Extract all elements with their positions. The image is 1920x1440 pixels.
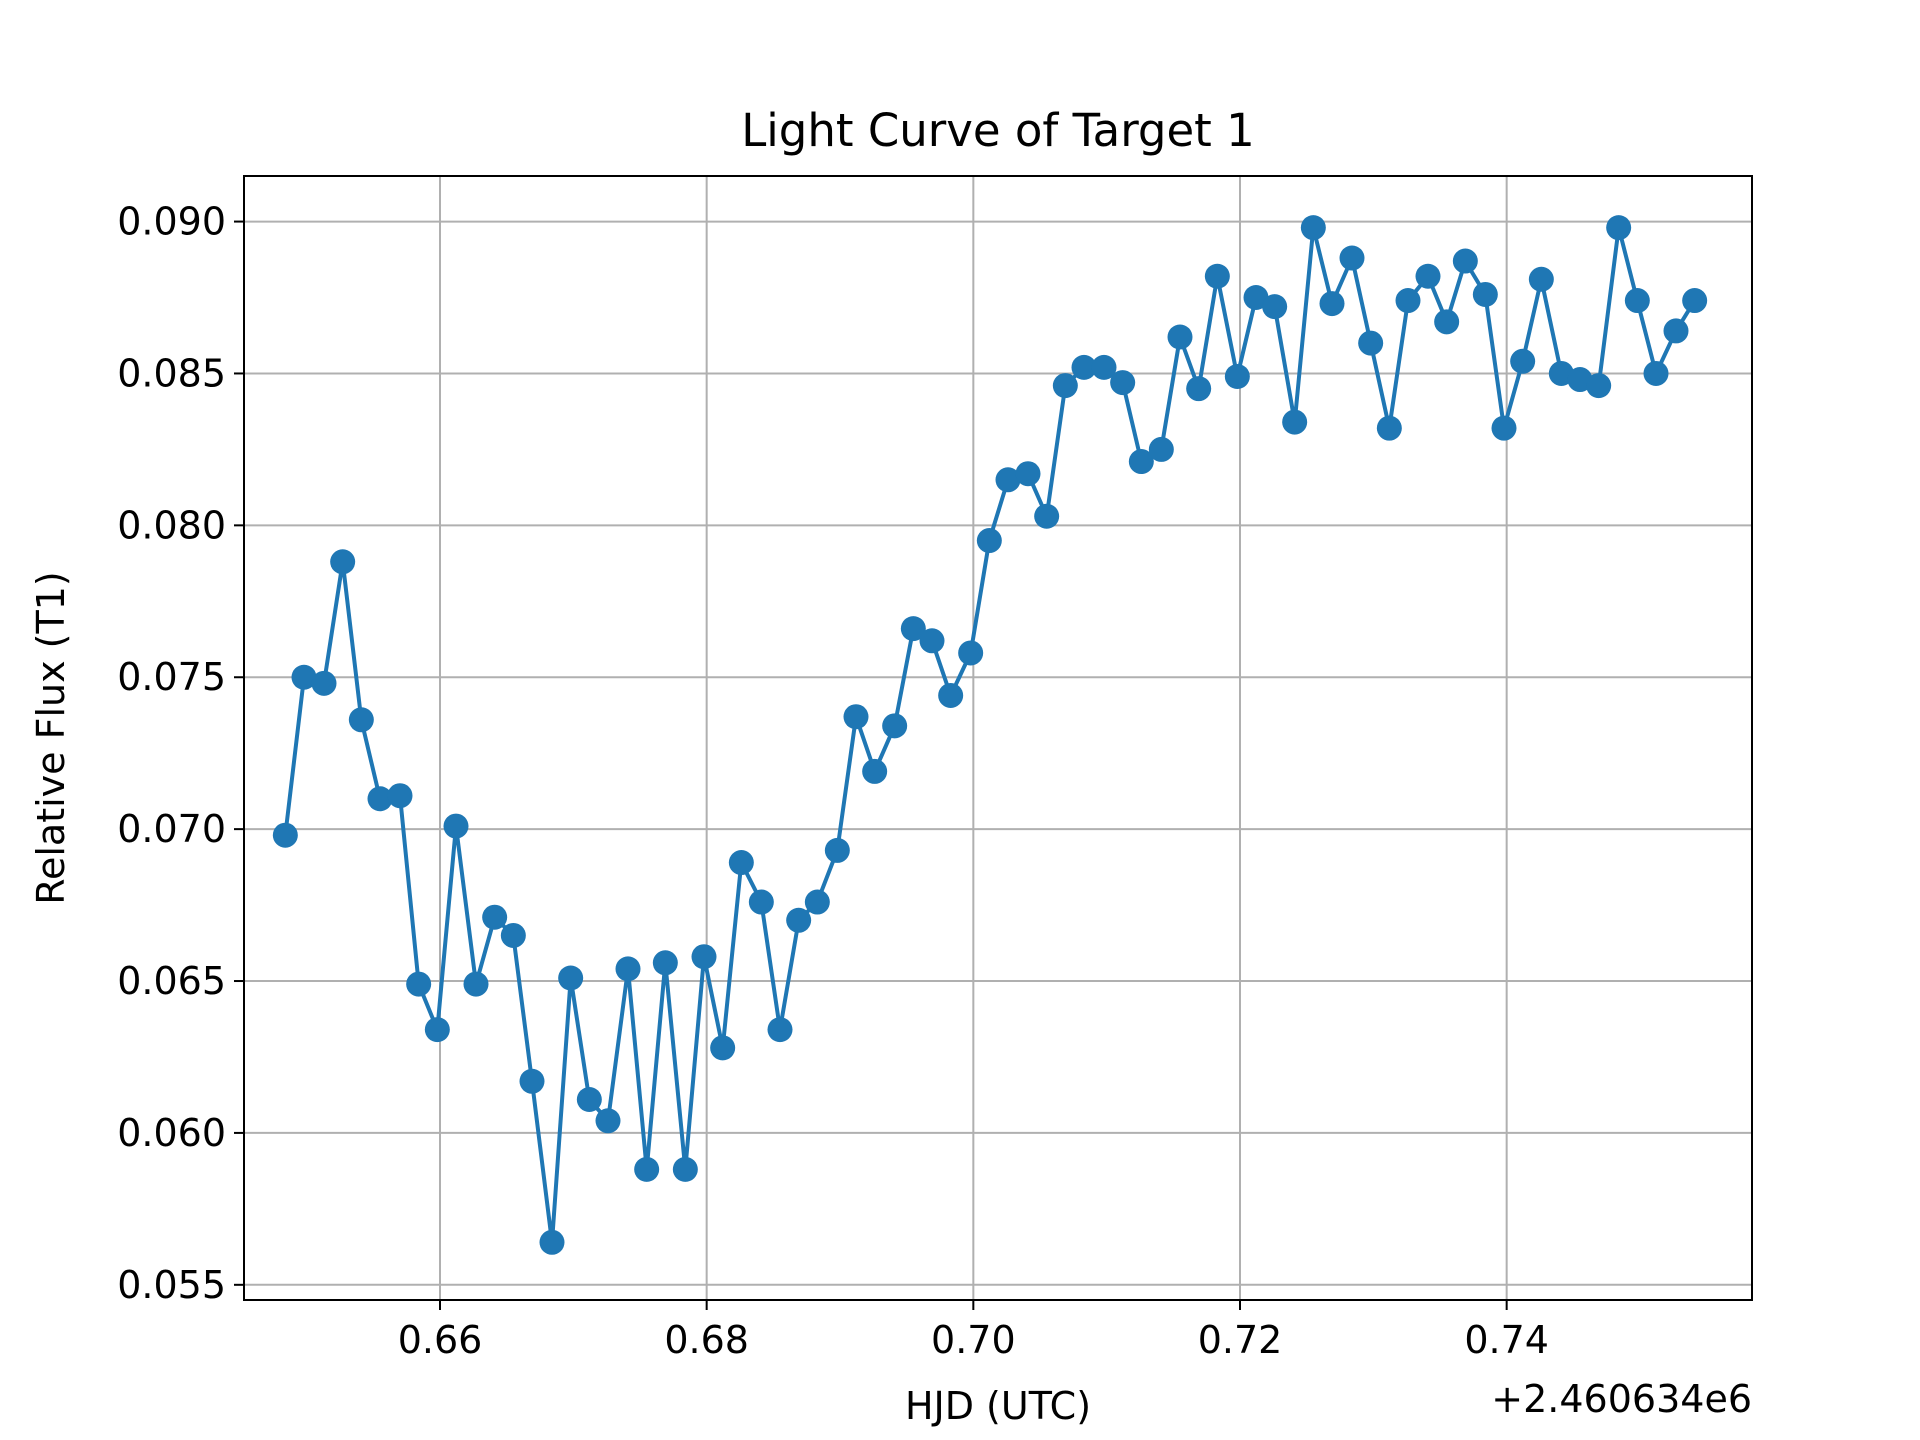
data-point [1643,360,1669,386]
data-point [1358,330,1384,356]
data-point [348,707,374,733]
data-point [843,704,869,730]
data-point [1586,373,1612,399]
data-point [367,786,393,812]
data-point [1034,503,1060,529]
data-point [804,889,830,915]
data-point [1376,415,1402,441]
data-point [976,528,1002,554]
data-point [1071,354,1097,380]
data-point [576,1087,602,1113]
data-point [1128,449,1154,475]
data-point [558,965,584,991]
data-point [519,1068,545,1094]
data-point [958,640,984,666]
data-point [1224,363,1250,389]
series-layer [272,215,1708,1255]
y-tick-label: 0.060 [117,1111,226,1155]
data-point [691,944,717,970]
data-point [786,907,812,933]
data-point [1434,309,1460,335]
data-point [1091,354,1117,380]
y-tick-label: 0.085 [117,351,226,395]
data-point [1186,376,1212,402]
data-point [652,950,678,976]
data-point [862,758,888,784]
x-axis-ticks: 0.66 0.68 0.70 0.72 0.74 [398,1300,1549,1362]
y-tick-label: 0.065 [117,959,226,1003]
x-tick-label: 0.70 [931,1318,1016,1362]
data-point [1452,248,1478,274]
data-point [1528,266,1554,292]
data-point [539,1229,565,1255]
data-point [1510,348,1536,374]
data-point [919,628,945,654]
y-tick-label: 0.055 [117,1263,226,1307]
data-point [1300,215,1326,241]
data-point [1262,294,1288,320]
data-point [1052,373,1078,399]
series-line [283,225,1697,1245]
data-point [767,1017,793,1043]
data-point [1243,285,1269,311]
data-point [882,713,908,739]
data-point [728,850,754,876]
data-point [1167,324,1193,350]
x-axis-offset-label: +2.460634e6 [1491,1377,1752,1421]
plot-frame [243,175,1753,1301]
data-point [1110,370,1136,396]
data-point [387,783,413,809]
data-point [272,822,298,848]
data-point [900,616,926,642]
data-point [1204,263,1230,289]
data-point [595,1108,621,1134]
x-axis-label: HJD (UTC) [905,1384,1091,1428]
data-point [330,549,356,575]
data-point [1015,461,1041,487]
y-tick-label: 0.090 [117,200,226,244]
data-point [406,971,432,997]
data-point [1415,263,1441,289]
data-point [1663,318,1689,344]
data-point [291,664,317,690]
data-point [672,1156,698,1182]
x-tick-label: 0.72 [1198,1318,1283,1362]
data-point [634,1156,660,1182]
y-tick-label: 0.070 [117,807,226,851]
data-point [1624,288,1650,314]
data-point [710,1035,736,1061]
data-point [463,971,489,997]
data-point [824,837,850,863]
data-point [995,467,1021,493]
data-point [482,904,508,930]
data-point [1491,415,1517,441]
data-point [1472,281,1498,307]
y-axis-ticks: 0.055 0.060 0.065 0.070 0.075 0.080 0.085 0.090 [117,200,244,1307]
data-point [1395,288,1421,314]
grid-lines [244,176,1752,1300]
data-point [615,956,641,982]
data-point [443,813,469,839]
y-tick-label: 0.075 [117,655,226,699]
x-tick-label: 0.68 [664,1318,749,1362]
data-point [1682,288,1708,314]
data-point [1282,409,1308,435]
y-axis-label: Relative Flux (T1) [29,571,73,904]
y-tick-label: 0.080 [117,503,226,547]
data-point [748,889,774,915]
data-point [1319,291,1345,317]
data-point [311,670,337,696]
data-point [938,682,964,708]
data-point [1339,245,1365,271]
data-point [500,922,526,948]
x-tick-label: 0.74 [1464,1318,1549,1362]
data-point [1606,215,1632,241]
x-tick-label: 0.66 [398,1318,483,1362]
data-point [424,1017,450,1043]
data-point [1148,436,1174,462]
chart-title: Light Curve of Target 1 [741,104,1255,157]
